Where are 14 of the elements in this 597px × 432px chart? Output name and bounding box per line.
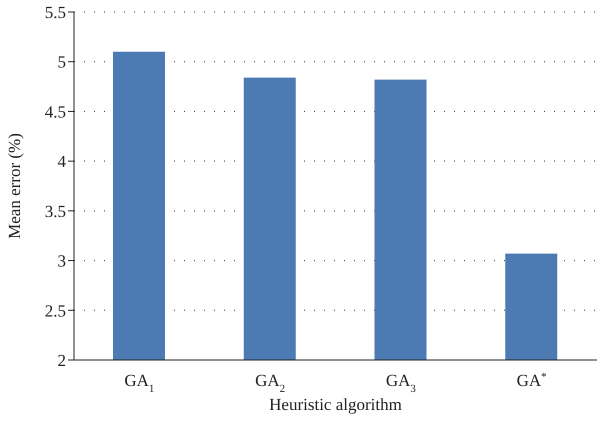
y-tick-label: 3.5 bbox=[44, 202, 66, 221]
x-axis-title: Heuristic algorithm bbox=[269, 395, 402, 414]
y-tick-label: 4.5 bbox=[44, 102, 66, 122]
x-tick-label: GA$_{1}$ bbox=[124, 371, 154, 395]
x-tick-label: GA$_{3}$ bbox=[386, 371, 416, 395]
x-tick-label: GA$^{*}$ bbox=[516, 371, 547, 390]
x-tick-label: GA$_{2}$ bbox=[255, 371, 286, 395]
y-tick-label: 4 bbox=[58, 152, 66, 172]
y-tick-label: 3 bbox=[58, 252, 66, 271]
y-tick-label: 2 bbox=[58, 351, 66, 370]
y-tick-label: 2.5 bbox=[44, 301, 66, 320]
y-axis-title: Mean error (%) bbox=[5, 133, 24, 239]
y-tick-label: 5.5 bbox=[44, 3, 66, 22]
y-tick-label: 5 bbox=[58, 52, 66, 72]
